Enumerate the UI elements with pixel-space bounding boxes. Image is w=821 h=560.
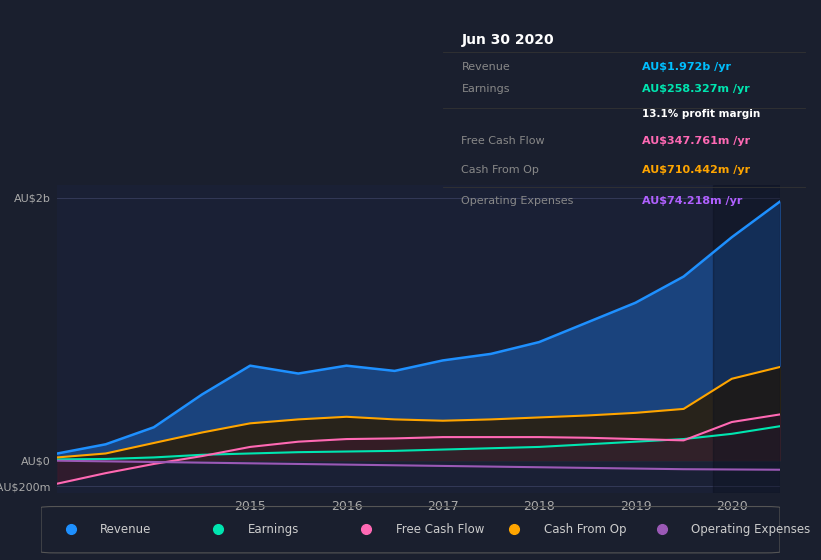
Text: Operating Expenses: Operating Expenses — [691, 522, 810, 536]
Text: Jun 30 2020: Jun 30 2020 — [461, 34, 554, 48]
Text: Revenue: Revenue — [100, 522, 152, 536]
Text: Cash From Op: Cash From Op — [544, 522, 626, 536]
Text: AU$1.972b /yr: AU$1.972b /yr — [642, 62, 731, 72]
Text: AU$258.327m /yr: AU$258.327m /yr — [642, 85, 750, 94]
Text: Revenue: Revenue — [461, 62, 510, 72]
Text: Free Cash Flow: Free Cash Flow — [461, 136, 545, 146]
Text: Earnings: Earnings — [248, 522, 300, 536]
Text: Earnings: Earnings — [461, 85, 510, 94]
Text: Cash From Op: Cash From Op — [461, 165, 539, 175]
Text: Free Cash Flow: Free Cash Flow — [396, 522, 484, 536]
Bar — [713, 185, 780, 493]
Text: Operating Expenses: Operating Expenses — [461, 196, 574, 206]
Text: AU$74.218m /yr: AU$74.218m /yr — [642, 196, 742, 206]
Text: AU$347.761m /yr: AU$347.761m /yr — [642, 136, 750, 146]
Text: 13.1% profit margin: 13.1% profit margin — [642, 109, 760, 119]
Text: AU$710.442m /yr: AU$710.442m /yr — [642, 165, 750, 175]
